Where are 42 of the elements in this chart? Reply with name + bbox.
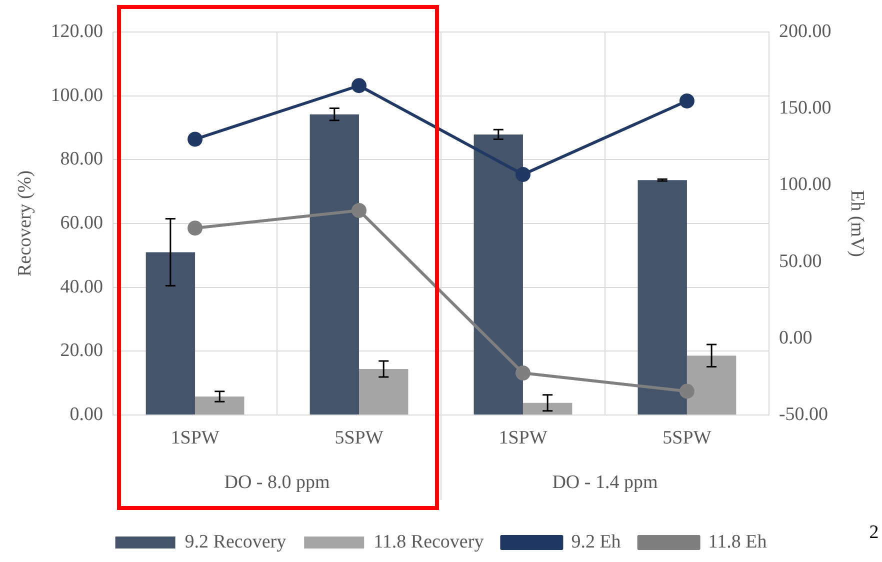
y2-tick-label: -50.00 — [778, 404, 828, 425]
point — [679, 384, 694, 399]
legend-label: 11.8 Recovery — [374, 531, 484, 552]
point — [515, 366, 530, 381]
legend-label: 9.2 Eh — [571, 531, 622, 552]
point — [188, 220, 203, 236]
y2-tick-label: 200.00 — [778, 20, 832, 42]
x-tick-label: 1SPW — [170, 427, 220, 448]
legend-label: 11.8 Eh — [708, 531, 768, 552]
y2-tick-label: 150.00 — [778, 98, 832, 119]
text: DO - 1.4 ppm — [552, 472, 658, 493]
bar — [686, 356, 736, 414]
bar — [359, 369, 408, 414]
y2-tick-label: 50.00 — [778, 250, 822, 272]
x-tick-label: 1SPW — [498, 427, 548, 448]
y2-axis-title: Eh (mV) — [846, 190, 868, 258]
y-axis-title: Recovery (%) — [14, 170, 36, 277]
y-tick-label: 120.00 — [50, 20, 104, 42]
y-tick-label: 20.00 — [60, 340, 104, 362]
bar — [310, 114, 360, 414]
y2-tick-label: 100.00 — [778, 174, 832, 196]
bar — [146, 252, 196, 414]
y-tick-label: 0.00 — [70, 404, 104, 425]
point — [352, 202, 367, 218]
bar — [638, 180, 687, 414]
legend-label: 9.2 Recovery — [184, 531, 287, 552]
point — [188, 132, 203, 147]
y-tick-label: 40.00 — [60, 276, 104, 298]
bar — [195, 396, 244, 414]
y-tick-label: 60.00 — [60, 212, 104, 234]
y2-tick-label: 0.00 — [778, 327, 812, 348]
point — [352, 78, 367, 94]
point — [679, 93, 694, 108]
x-tick-label: 5SPW — [334, 427, 384, 448]
y-tick-label: 100.00 — [50, 84, 104, 106]
bar — [474, 134, 523, 414]
text: DO - 8.0 ppm — [224, 472, 330, 493]
point — [515, 166, 530, 182]
y-tick-label: 80.00 — [60, 148, 104, 170]
bar — [522, 402, 572, 414]
text: 2 — [869, 522, 879, 543]
x-tick-label: 5SPW — [662, 427, 712, 448]
